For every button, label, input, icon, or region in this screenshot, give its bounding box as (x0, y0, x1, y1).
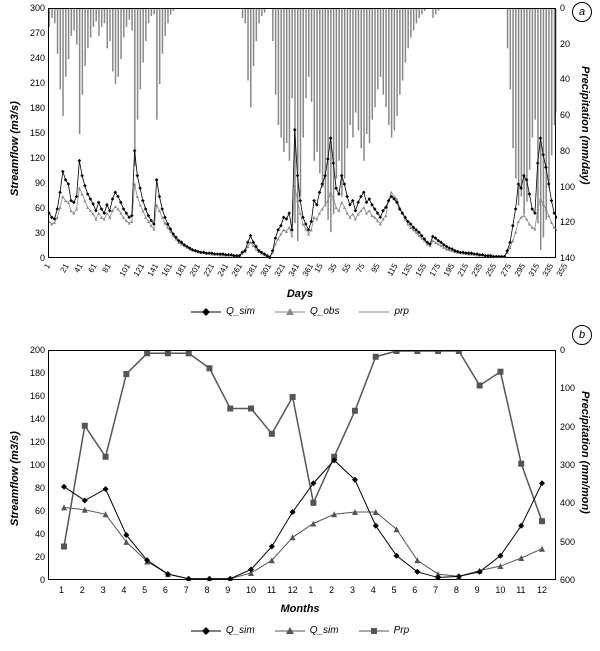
panel-b: b Streamflow (m3/s) Precipitation (mm/mo… (0, 335, 600, 647)
legend-item-prp-a: prp (359, 306, 408, 317)
panel-a-svg (49, 9, 557, 259)
panel-a-chart (48, 8, 556, 258)
triangle-icon (275, 626, 305, 636)
panel-b-x-label: Months (0, 603, 600, 615)
panel-a-x-label: Days (0, 288, 600, 300)
panel-a-legend: Q_sim Q_obs prp (0, 306, 600, 317)
panel-b-chart (48, 350, 556, 580)
legend-label: Prp (394, 625, 410, 636)
triangle-icon (275, 307, 305, 317)
legend-label: Q_sim (226, 625, 255, 636)
panel-b-label: b (572, 325, 592, 345)
diamond-icon (191, 307, 221, 317)
legend-item-qobs-b: Q_sim (275, 625, 339, 636)
legend-item-qobs-a: Q_obs (275, 306, 339, 317)
diamond-icon (191, 626, 221, 636)
panel-b-svg (49, 351, 557, 581)
legend-label: Q_sim (226, 306, 255, 317)
line-icon (359, 307, 389, 317)
square-icon (359, 626, 389, 636)
legend-label: Q_obs (310, 306, 339, 317)
legend-item-qsim-b: Q_sim (191, 625, 255, 636)
panel-b-legend: Q_sim Q_sim Prp (0, 625, 600, 636)
legend-item-prp-b: Prp (359, 625, 410, 636)
legend-label: Q_sim (310, 625, 339, 636)
legend-label: prp (394, 306, 408, 317)
panel-a: a Streamflow (m3/s) Precipitation (mm/da… (0, 0, 600, 330)
legend-item-qsim-a: Q_sim (191, 306, 255, 317)
